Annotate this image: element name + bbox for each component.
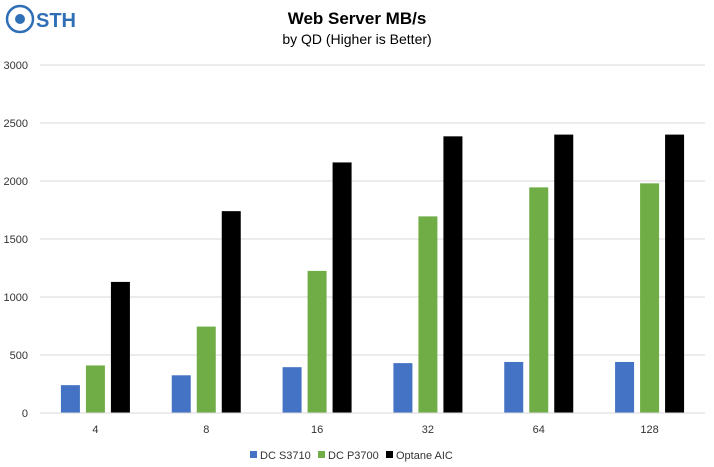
bar-optane-aic-qd-8 — [221, 211, 241, 413]
y-tick-label: 3000 — [4, 60, 28, 72]
bar-optane-aic-qd-64 — [554, 134, 574, 413]
bar-dc-s3710-qd-128 — [615, 361, 635, 413]
y-tick-label: 2500 — [4, 118, 28, 130]
y-tick-label: 1500 — [4, 234, 28, 246]
bar-optane-aic-qd-16 — [332, 162, 352, 413]
x-tick-label: 16 — [311, 424, 323, 436]
y-tick-label: 1000 — [4, 292, 28, 304]
bar-dc-p3700-qd-4 — [85, 365, 105, 413]
x-tick-label: 8 — [203, 424, 209, 436]
bar-dc-p3700-qd-8 — [196, 326, 216, 413]
bars — [60, 134, 685, 413]
chart-title: Web Server MB/s — [288, 9, 427, 28]
x-tick-label: 4 — [92, 424, 98, 436]
logo-gear-icon — [5, 4, 35, 34]
legend-label: DC P3700 — [328, 450, 379, 462]
x-tick-label: 128 — [640, 424, 658, 436]
y-tick-label: 500 — [10, 350, 28, 362]
legend-label: DC S3710 — [260, 450, 311, 462]
x-tick-label: 32 — [422, 424, 434, 436]
bar-dc-s3710-qd-64 — [504, 361, 524, 413]
y-tick-label: 2000 — [4, 176, 28, 188]
y-tick-label: 0 — [22, 408, 28, 420]
bar-dc-p3700-qd-128 — [640, 183, 660, 413]
x-tick-label: 64 — [533, 424, 545, 436]
bar-optane-aic-qd-32 — [443, 136, 463, 413]
bar-dc-s3710-qd-4 — [60, 385, 80, 413]
legend-label: Optane AIC — [396, 450, 453, 462]
legend-swatch — [250, 451, 257, 458]
bar-dc-p3700-qd-16 — [307, 270, 327, 413]
bar-optane-aic-qd-128 — [665, 134, 685, 413]
logo-text: STH — [36, 10, 76, 32]
legend: DC S3710 DC P3700 Optane AIC — [250, 450, 453, 462]
y-axis-tick-labels: 0 500 1000 1500 2000 2500 3000 — [4, 60, 28, 420]
bar-optane-aic-qd-4 — [110, 281, 130, 413]
chart-subtitle: by QD (Higher is Better) — [282, 31, 431, 47]
bar-dc-s3710-qd-16 — [282, 367, 302, 413]
bar-dc-s3710-qd-32 — [393, 363, 413, 413]
bar-dc-p3700-qd-64 — [529, 187, 549, 413]
legend-swatch — [386, 451, 393, 458]
bar-dc-s3710-qd-8 — [171, 375, 191, 413]
legend-swatch — [318, 451, 325, 458]
sth-logo: STH — [5, 4, 76, 34]
logo-gear-hub — [15, 14, 25, 24]
gridlines — [40, 64, 705, 356]
x-axis-tick-labels: 4 8 16 32 64 128 — [92, 424, 658, 436]
bar-dc-p3700-qd-32 — [418, 216, 438, 413]
